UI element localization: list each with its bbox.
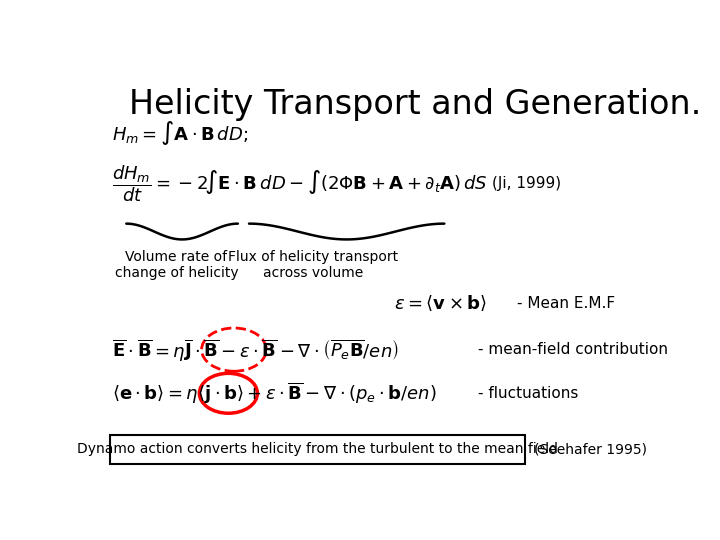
Text: - fluctuations: - fluctuations <box>478 386 578 401</box>
Text: Flux of helicity transport
across volume: Flux of helicity transport across volume <box>228 250 398 280</box>
Text: - Mean E.M.F: - Mean E.M.F <box>517 296 615 312</box>
Text: Helicity Transport and Generation.: Helicity Transport and Generation. <box>129 87 701 120</box>
Text: (Seehafer 1995): (Seehafer 1995) <box>534 442 647 456</box>
Text: $\overline{\mathbf{E}} \cdot \overline{\mathbf{B}} = \eta\overline{\mathbf{J}} \: $\overline{\mathbf{E}} \cdot \overline{\… <box>112 336 399 363</box>
Text: $\langle \mathbf{e} \cdot \mathbf{b} \rangle = \eta\langle \mathbf{j} \cdot \mat: $\langle \mathbf{e} \cdot \mathbf{b} \ra… <box>112 381 437 406</box>
Text: Volume rate of
change of helicity: Volume rate of change of helicity <box>114 250 238 280</box>
FancyBboxPatch shape <box>109 435 526 464</box>
Text: $\varepsilon = \langle \mathbf{v} \times \mathbf{b} \rangle$: $\varepsilon = \langle \mathbf{v} \times… <box>394 294 487 313</box>
Text: (Ji, 1999): (Ji, 1999) <box>492 176 561 191</box>
Text: $H_{m} = \int \mathbf{A} \cdot \mathbf{B}\,dD;$: $H_{m} = \int \mathbf{A} \cdot \mathbf{B… <box>112 119 248 147</box>
Text: Dynamo action converts helicity from the turbulent to the mean field: Dynamo action converts helicity from the… <box>77 442 558 456</box>
Text: $\dfrac{dH_m}{dt} = -2\!\int \mathbf{E} \cdot \mathbf{B}\,dD - \int (2\Phi\mathb: $\dfrac{dH_m}{dt} = -2\!\int \mathbf{E} … <box>112 163 488 204</box>
Text: - mean-field contribution: - mean-field contribution <box>478 342 668 357</box>
